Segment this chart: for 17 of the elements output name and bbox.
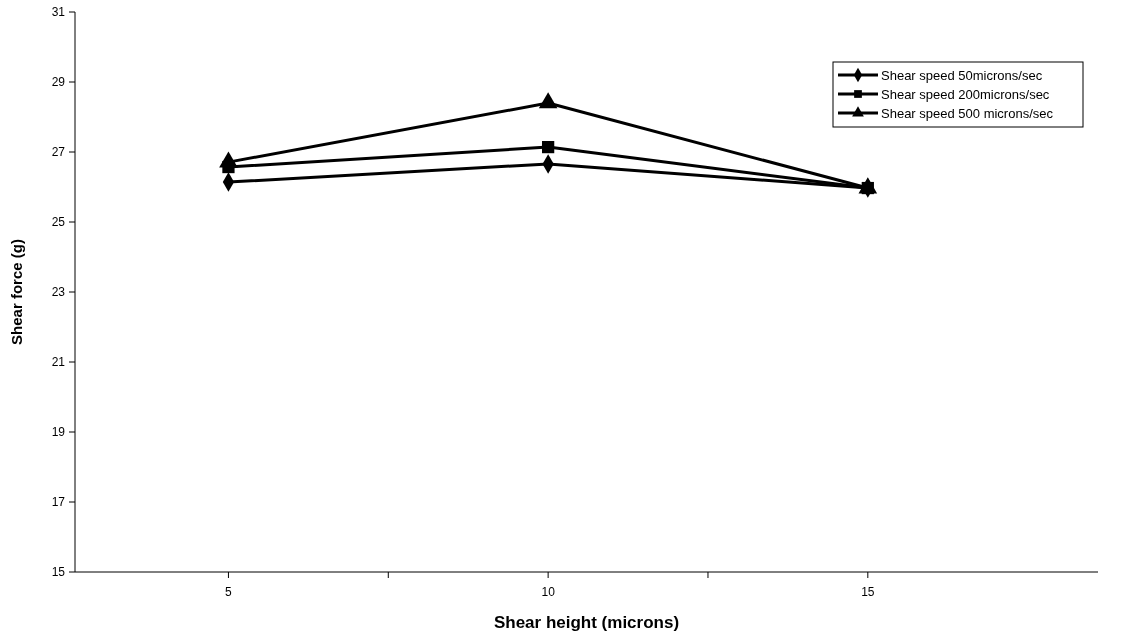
y-tick-label: 29 — [51, 75, 66, 90]
legend-label: Shear speed 500 microns/sec — [881, 105, 1054, 121]
y-tick-label: 25 — [51, 215, 66, 230]
y-tick-label: 21 — [51, 355, 66, 370]
legend-label: Shear speed 200microns/sec — [881, 86, 1050, 102]
y-tick-label: 19 — [51, 425, 66, 440]
x-axis-title: Shear height (microns) — [493, 613, 680, 632]
x-tick-label: 10 — [541, 585, 556, 599]
x-tick-label: 15 — [861, 585, 875, 599]
y-tick-label: 15 — [51, 565, 66, 580]
y-tick-label: 23 — [51, 285, 66, 300]
y-axis-title: Shear force (g) — [8, 239, 25, 345]
y-tick-label: 31 — [51, 5, 66, 20]
legend-label: Shear speed 50microns/sec — [881, 67, 1043, 83]
y-tick-label: 17 — [51, 495, 66, 510]
y-tick-label: 27 — [51, 145, 66, 160]
x-tick-label: 5 — [225, 585, 233, 599]
